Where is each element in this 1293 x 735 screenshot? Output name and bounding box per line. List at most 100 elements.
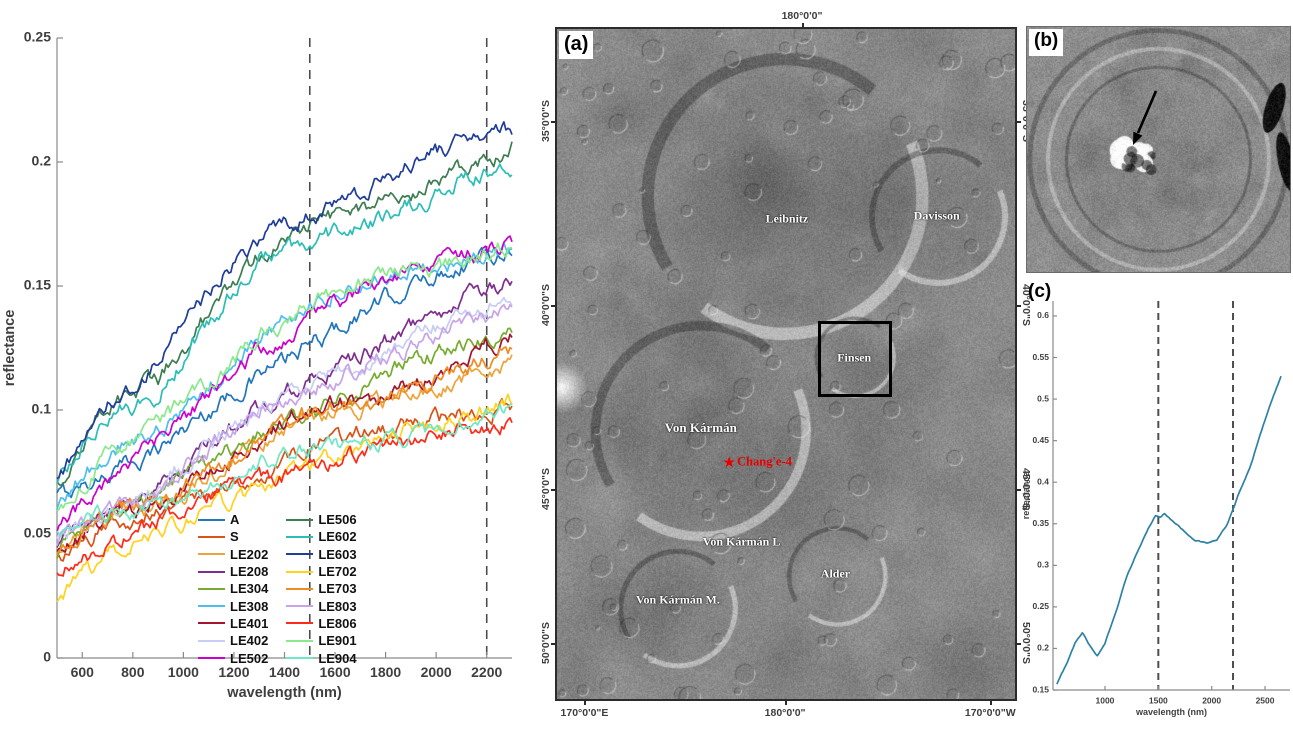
crater-label-leibnitz: Leibnitz (765, 211, 809, 226)
x-tick-label: 2000 (421, 664, 452, 680)
finsen-roi-box (817, 321, 892, 397)
y-tick-label: 0.3 (1037, 560, 1049, 570)
x-tick-label: 600 (71, 664, 95, 680)
legend-line-swatch (286, 553, 314, 556)
map-tick (551, 489, 556, 491)
legend-line-swatch (198, 587, 225, 590)
legend-entry: LE702 (286, 563, 357, 580)
legend-entry: LE208 (198, 563, 268, 580)
legend-label: LE702 (318, 564, 357, 580)
legend-entry: A (198, 511, 268, 528)
y-tick-label: 0.35 (1032, 518, 1049, 528)
legend-label: LE603 (318, 546, 357, 562)
legend-entry: LE602 (286, 528, 357, 545)
y-tick-label: 0.4 (1037, 476, 1049, 486)
series-LE703 (56, 346, 513, 555)
series-LE502 (56, 235, 513, 532)
chart-legend: A S LE202 LE208 LE304 LE308 LE401 LE402 LE502 LE5… (198, 511, 410, 667)
legend-line-swatch (286, 587, 314, 590)
change4-site-marker: ★ Chang'e-4 (723, 454, 792, 469)
map-tick (551, 305, 556, 307)
legend-label: LE402 (230, 633, 269, 649)
x-axis-label: wavelength (nm) (226, 685, 342, 701)
crater-label-finsen: Finsen (837, 350, 872, 365)
x-tick-label: 1600 (319, 664, 350, 680)
arrow-icon (1133, 90, 1158, 145)
map-tick (1016, 121, 1021, 123)
x-tick-label: 2000 (1202, 696, 1221, 706)
legend-label: LE602 (318, 529, 357, 545)
panel-a-label: (a) (559, 31, 594, 59)
legend-label: LE308 (230, 598, 269, 614)
series-spectrum (1056, 375, 1282, 685)
legend-label: LE703 (318, 581, 357, 597)
series-A (56, 246, 513, 499)
series-LE401 (56, 333, 513, 553)
legend-label: LE806 (318, 615, 357, 631)
legend-entry: LE803 (286, 597, 357, 614)
y-tick-label: 0.05 (24, 525, 51, 541)
legend-label: LE208 (230, 564, 269, 580)
series-LE603 (56, 121, 513, 480)
legend-line-swatch (198, 622, 225, 625)
series-S (56, 397, 513, 562)
legend-label: LE401 (230, 615, 269, 631)
legend-line-swatch (286, 570, 314, 573)
legend-label: A (230, 512, 240, 528)
legend-line-swatch (286, 657, 314, 660)
legend-label: LE506 (318, 512, 357, 528)
x-tick-label: 1400 (269, 664, 300, 680)
legend-entry: LE401 (198, 615, 268, 632)
legend-line-swatch (198, 657, 225, 660)
legend-line-swatch (286, 535, 314, 538)
legend-label: LE901 (318, 633, 357, 649)
legend-column: LE506 LE602 LE603 LE702 LE703 LE803 LE806 LE901… (286, 511, 357, 667)
map-tick (802, 23, 804, 28)
series-LE506 (56, 141, 513, 487)
legend-line-swatch (198, 605, 225, 608)
crater-label-von-k-rm-n: Von Kármán (664, 419, 737, 435)
legend-entry: LE308 (198, 597, 268, 614)
legend-entry: LE202 (198, 546, 268, 563)
legend-entry: S (198, 528, 268, 545)
legend-line-swatch (286, 605, 314, 608)
panel-b-label: (b) (1029, 29, 1064, 56)
legend-line-swatch (198, 570, 225, 573)
legend-label: S (230, 529, 239, 545)
finsen-crater-image (1027, 27, 1290, 272)
legend-label: LE202 (230, 546, 269, 562)
legend-line-swatch (286, 639, 314, 642)
map-tick (1016, 489, 1021, 491)
legend-entry: LE901 (286, 632, 357, 649)
x-tick-label: 1000 (1096, 696, 1115, 706)
map-longitude-label: 170°0'0"E (560, 707, 609, 719)
x-axis-label: wavelength (nm) (1135, 707, 1207, 717)
spectra-chart: 0 0.05 0.1 0.15 0.2 0.25 600 800 1000 1200 1400 160… (2, 29, 513, 701)
series-LE904 (56, 403, 513, 537)
x-tick-label: 1000 (168, 664, 199, 680)
legend-line-swatch (198, 553, 225, 556)
y-axis-label: reflectance (1021, 472, 1031, 520)
y-tick-label: 0.25 (1032, 601, 1049, 611)
legend-label: LE304 (230, 581, 269, 597)
legend-label: LE904 (318, 650, 357, 666)
map-tick (1016, 305, 1021, 307)
star-icon: ★ (723, 454, 736, 470)
legend-entry: LE603 (286, 546, 357, 563)
map-tick (551, 643, 556, 645)
series-LE602 (56, 163, 513, 484)
legend-line-swatch (198, 535, 225, 538)
lunar-map-panel: (a) 180°0'0" 170°0'0"E 180°0'0" 170°0'0"W 35… (540, 10, 1032, 719)
x-tick-label: 2200 (471, 664, 502, 680)
legend-label: LE502 (230, 650, 269, 666)
site-spectrum-chart: 0.15 0.2 0.25 0.3 0.35 0.4 0.45 0.5 0.55 0.6 1000 1… (1021, 301, 1290, 717)
legend-entry: LE904 (286, 649, 357, 666)
legend-entry: LE806 (286, 615, 357, 632)
legend-line-swatch (286, 518, 314, 521)
y-tick-label: 0.2 (32, 153, 52, 169)
map-tick (551, 121, 556, 123)
y-tick-label: 0.6 (1037, 310, 1049, 320)
legend-entry: LE402 (198, 632, 268, 649)
legend-entry: LE506 (286, 511, 357, 528)
legend-entry: LE304 (198, 580, 268, 597)
